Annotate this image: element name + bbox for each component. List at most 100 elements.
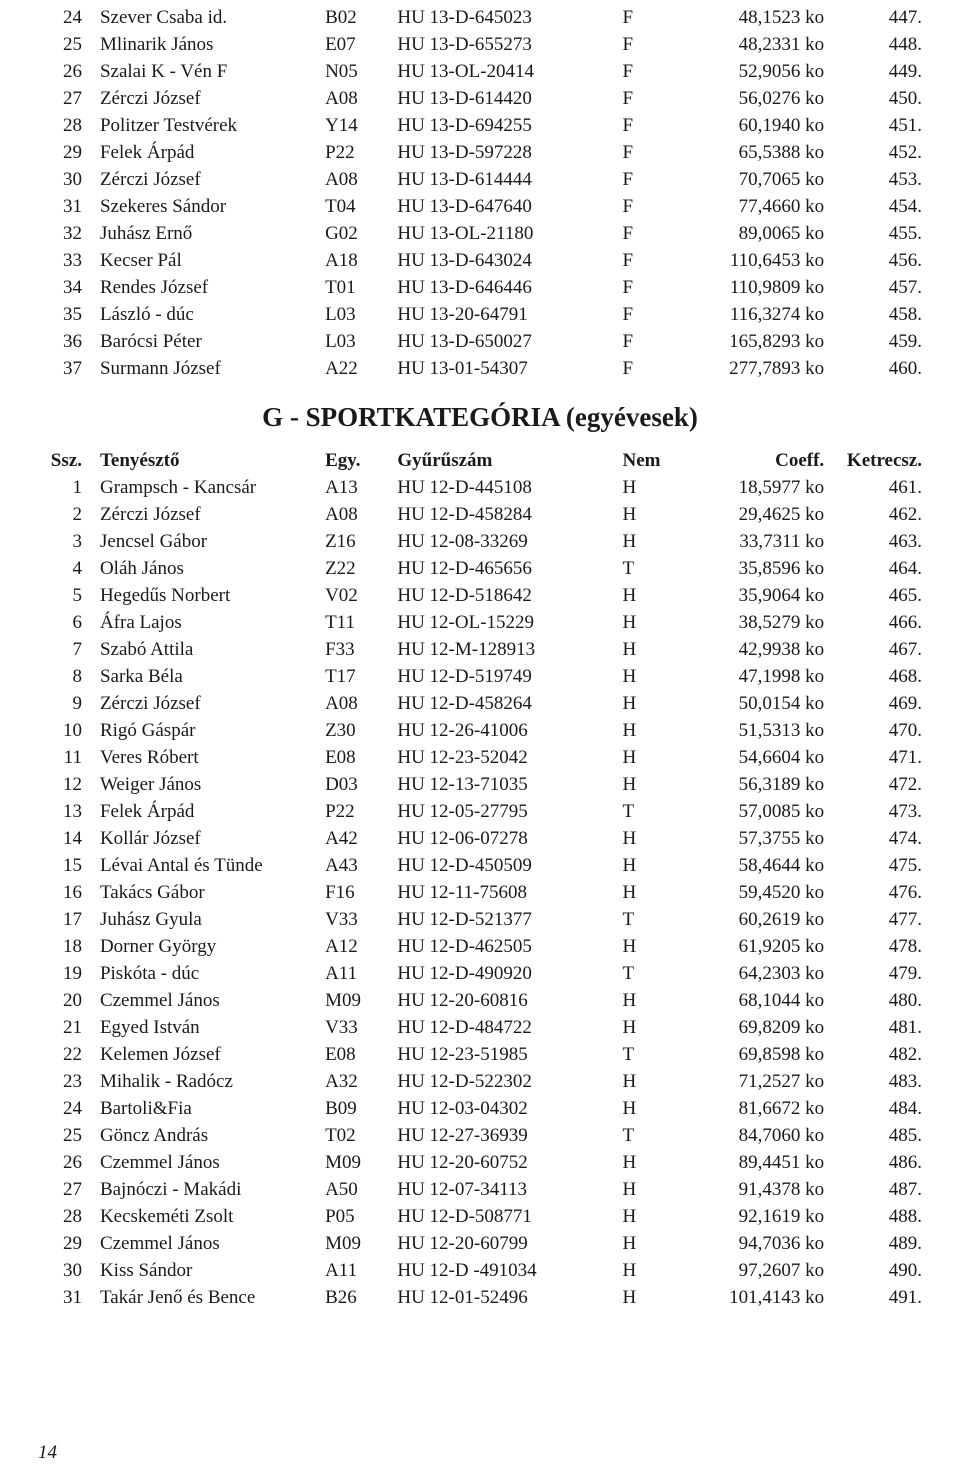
cell-ssz: 36	[38, 328, 100, 355]
cell-name: Veres Róbert	[100, 744, 325, 771]
cell-ssz: 20	[38, 987, 100, 1014]
cell-gyuru: HU 13-D-646446	[397, 274, 622, 301]
cell-ssz: 2	[38, 501, 100, 528]
cell-nem: T	[622, 1122, 668, 1149]
cell-egy: A12	[325, 933, 397, 960]
cell-gyuru: HU 12-D-518642	[397, 582, 622, 609]
cell-name: Bartoli&Fia	[100, 1095, 325, 1122]
cell-ketr: 483.	[834, 1068, 922, 1095]
cell-name: Dorner György	[100, 933, 325, 960]
table-row: 22Kelemen JózsefE08HU 12-23-51985T69,859…	[38, 1041, 922, 1068]
cell-gyuru: HU 13-D-597228	[397, 139, 622, 166]
cell-gyuru: HU 13-D-614420	[397, 85, 622, 112]
cell-ketr: 486.	[834, 1149, 922, 1176]
cell-ssz: 35	[38, 301, 100, 328]
cell-egy: Z30	[325, 717, 397, 744]
table-row: 35László - dúcL03HU 13-20-64791F116,3274…	[38, 301, 922, 328]
cell-ketr: 459.	[834, 328, 922, 355]
cell-ssz: 30	[38, 1257, 100, 1284]
cell-ssz: 3	[38, 528, 100, 555]
cell-nem: H	[622, 1230, 668, 1257]
cell-ketr: 468.	[834, 663, 922, 690]
cell-nem: F	[622, 355, 668, 382]
cell-ssz: 1	[38, 474, 100, 501]
cell-egy: M09	[325, 1149, 397, 1176]
cell-nem: F	[622, 274, 668, 301]
col-header-coeff: Coeff.	[669, 447, 834, 474]
cell-ketr: 454.	[834, 193, 922, 220]
table-row: 3Jencsel GáborZ16HU 12-08-33269H33,7311 …	[38, 528, 922, 555]
table-row: 28Kecskeméti ZsoltP05HU 12-D-508771H92,1…	[38, 1203, 922, 1230]
cell-name: Weiger János	[100, 771, 325, 798]
cell-gyuru: HU 12-20-60752	[397, 1149, 622, 1176]
cell-egy: T04	[325, 193, 397, 220]
cell-ssz: 25	[38, 1122, 100, 1149]
cell-gyuru: HU 12-D-519749	[397, 663, 622, 690]
cell-name: Grampsch - Kancsár	[100, 474, 325, 501]
cell-name: Felek Árpád	[100, 798, 325, 825]
cell-coeff: 69,8598 ko	[669, 1041, 834, 1068]
cell-ketr: 488.	[834, 1203, 922, 1230]
table-row: 24Bartoli&FiaB09HU 12-03-04302H81,6672 k…	[38, 1095, 922, 1122]
cell-gyuru: HU 12-05-27795	[397, 798, 622, 825]
cell-nem: T	[622, 555, 668, 582]
cell-ketr: 451.	[834, 112, 922, 139]
table-row: 13Felek ÁrpádP22HU 12-05-27795T57,0085 k…	[38, 798, 922, 825]
cell-nem: H	[622, 933, 668, 960]
cell-egy: A32	[325, 1068, 397, 1095]
cell-coeff: 71,2527 ko	[669, 1068, 834, 1095]
cell-coeff: 57,3755 ko	[669, 825, 834, 852]
page-number: 14	[38, 1442, 57, 1464]
cell-coeff: 51,5313 ko	[669, 717, 834, 744]
cell-coeff: 42,9938 ko	[669, 636, 834, 663]
cell-name: Zérczi József	[100, 85, 325, 112]
cell-name: Piskóta - dúc	[100, 960, 325, 987]
cell-ketr: 455.	[834, 220, 922, 247]
cell-ketr: 467.	[834, 636, 922, 663]
cell-name: Surmann József	[100, 355, 325, 382]
cell-gyuru: HU 12-23-52042	[397, 744, 622, 771]
table-row: 2Zérczi JózsefA08HU 12-D-458284H29,4625 …	[38, 501, 922, 528]
cell-egy: F33	[325, 636, 397, 663]
cell-ketr: 474.	[834, 825, 922, 852]
cell-coeff: 77,4660 ko	[669, 193, 834, 220]
cell-nem: H	[622, 1257, 668, 1284]
cell-name: Zérczi József	[100, 166, 325, 193]
cell-egy: P22	[325, 139, 397, 166]
cell-ketr: 463.	[834, 528, 922, 555]
cell-ketr: 477.	[834, 906, 922, 933]
cell-nem: F	[622, 85, 668, 112]
table-row: 7Szabó AttilaF33HU 12-M-128913H42,9938 k…	[38, 636, 922, 663]
cell-gyuru: HU 13-D-694255	[397, 112, 622, 139]
cell-ssz: 30	[38, 166, 100, 193]
table-row: 9Zérczi JózsefA08HU 12-D-458264H50,0154 …	[38, 690, 922, 717]
cell-ssz: 29	[38, 139, 100, 166]
cell-ketr: 466.	[834, 609, 922, 636]
table-row: 14Kollár JózsefA42HU 12-06-07278H57,3755…	[38, 825, 922, 852]
cell-ketr: 469.	[834, 690, 922, 717]
table-row: 21Egyed IstvánV33HU 12-D-484722H69,8209 …	[38, 1014, 922, 1041]
table-row: 27Zérczi JózsefA08HU 13-D-614420F56,0276…	[38, 85, 922, 112]
cell-nem: F	[622, 193, 668, 220]
cell-coeff: 91,4378 ko	[669, 1176, 834, 1203]
table-row: 25Göncz AndrásT02HU 12-27-36939T84,7060 …	[38, 1122, 922, 1149]
table-row: 24Szever Csaba id.B02HU 13-D-645023F48,1…	[38, 4, 922, 31]
cell-name: Rigó Gáspár	[100, 717, 325, 744]
cell-nem: H	[622, 582, 668, 609]
cell-egy: M09	[325, 1230, 397, 1257]
cell-coeff: 101,4143 ko	[669, 1284, 834, 1311]
cell-name: Mihalik - Radócz	[100, 1068, 325, 1095]
cell-ssz: 24	[38, 4, 100, 31]
cell-name: Rendes József	[100, 274, 325, 301]
cell-egy: A11	[325, 1257, 397, 1284]
cell-egy: B09	[325, 1095, 397, 1122]
cell-coeff: 52,9056 ko	[669, 58, 834, 85]
col-header-gyuru: Gyűrűszám	[397, 447, 622, 474]
cell-ketr: 448.	[834, 31, 922, 58]
cell-nem: T	[622, 960, 668, 987]
cell-egy: T01	[325, 274, 397, 301]
cell-name: Felek Árpád	[100, 139, 325, 166]
table-row: 26Czemmel JánosM09HU 12-20-60752H89,4451…	[38, 1149, 922, 1176]
table-row: 17Juhász GyulaV33HU 12-D-521377T60,2619 …	[38, 906, 922, 933]
cell-ssz: 26	[38, 58, 100, 85]
